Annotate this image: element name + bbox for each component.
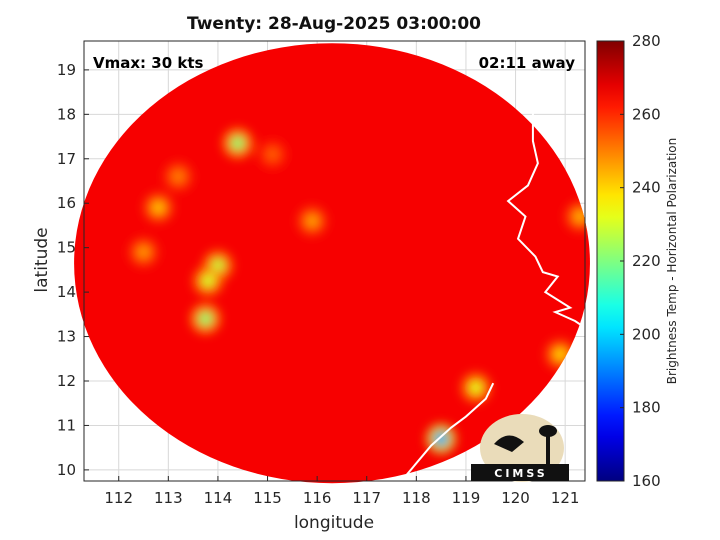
tb-feature — [468, 380, 483, 395]
x-tick-label: 117 — [352, 489, 381, 507]
x-axis-label: longitude — [294, 513, 374, 533]
cimss-logo: CIMSS — [471, 414, 569, 482]
logo-tower-icon — [546, 432, 550, 466]
y-tick-label: 16 — [57, 194, 76, 212]
colorbar-tick-label: 200 — [632, 325, 661, 343]
x-tick-label: 112 — [104, 489, 133, 507]
colorbar-tick-label: 180 — [632, 399, 661, 417]
y-tick-label: 11 — [57, 416, 76, 434]
x-tick-label: 119 — [452, 489, 481, 507]
tb-feature — [201, 274, 216, 288]
y-axis-label: latitude — [32, 227, 52, 292]
logo-dish-icon — [494, 435, 524, 452]
vmax-annotation: Vmax: 30 kts — [93, 54, 203, 72]
colorbar-tick-label: 220 — [632, 252, 661, 270]
y-tick-label: 18 — [57, 105, 76, 123]
coastline-path — [506, 40, 586, 329]
colorbar-tick-label: 160 — [632, 472, 661, 490]
colorbar-ticks: 160 180 200 220 240 260 280 — [620, 32, 661, 490]
y-tick-label: 13 — [57, 328, 76, 346]
x-tick-label: 113 — [154, 489, 183, 507]
x-tick-label: 120 — [501, 489, 530, 507]
tb-feature — [171, 169, 186, 184]
x-tick-label: 115 — [253, 489, 282, 507]
colorbar-label: Brightness Temp - Horizontal Polarizatio… — [665, 138, 679, 385]
colorbar-tick-label: 240 — [632, 179, 661, 197]
tb-feature — [305, 214, 320, 228]
x-tick-label: 121 — [551, 489, 580, 507]
time-away-annotation: 02:11 away — [479, 54, 576, 72]
axes-frame — [83, 40, 586, 482]
y-tick-label: 19 — [57, 61, 76, 79]
x-tick-label: 114 — [204, 489, 233, 507]
y-tick-label: 12 — [57, 372, 76, 390]
tb-feature — [151, 200, 166, 215]
tb-feature — [198, 311, 213, 326]
y-tick-label: 14 — [57, 283, 76, 301]
tb-feature — [230, 136, 245, 151]
chart-title: Twenty: 28-Aug-2025 03:00:00 — [187, 14, 481, 34]
tb-feature — [553, 347, 568, 362]
tb-feature — [136, 245, 151, 260]
plot-area — [74, 40, 590, 484]
x-tick-label: 118 — [402, 489, 431, 507]
tb-feature — [265, 147, 280, 162]
colorbar-tick-label: 280 — [632, 32, 661, 50]
logo-banner — [471, 464, 569, 481]
y-tick-label: 10 — [57, 461, 76, 479]
colorbar: 160 180 200 220 240 260 280 Brightness Temp - … — [596, 32, 679, 490]
x-tick-label: 116 — [303, 489, 332, 507]
y-tick-label: 17 — [57, 150, 76, 168]
coastline-path — [400, 382, 495, 482]
colorbar-tick-label: 260 — [632, 105, 661, 123]
coastline — [400, 40, 586, 482]
swath-disc — [74, 43, 590, 484]
x-ticks: 112 113 114 115 116 117 118 119 120 121 — [104, 476, 579, 507]
y-tick-label: 15 — [57, 239, 76, 257]
colorbar-gradient — [596, 40, 625, 482]
logo-text: CIMSS — [494, 467, 547, 480]
tb-feature — [434, 431, 449, 446]
y-ticks: 10 11 12 13 14 15 16 17 18 19 — [57, 61, 89, 479]
logo-tank-icon — [539, 425, 557, 437]
swath-image — [74, 43, 590, 484]
